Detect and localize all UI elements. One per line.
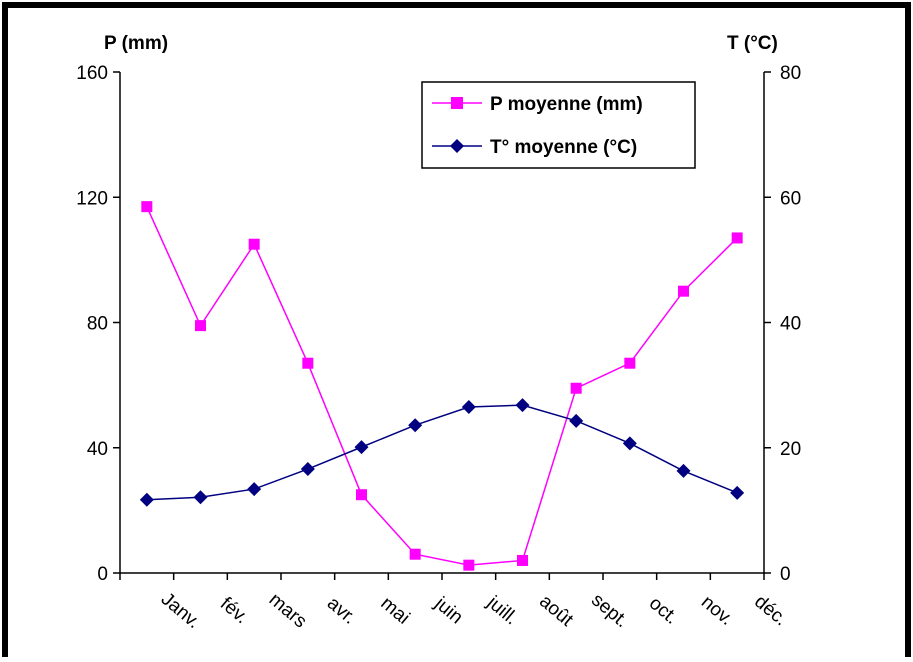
month-label: sept.	[587, 590, 632, 633]
data-point-t	[139, 492, 154, 507]
month-label: juill.	[482, 592, 521, 630]
month-labels: Janv. fév. mars avr. mai juin juill. août sept. o…	[157, 589, 791, 633]
data-point-t	[730, 485, 745, 500]
right-axis-ticks: 0 20 40 60 80	[764, 63, 801, 585]
data-point-t	[247, 482, 262, 497]
legend-t-label: T° moyenne (°C)	[490, 137, 637, 158]
right-tick-label: 0	[780, 564, 791, 585]
month-label: Janv.	[157, 589, 204, 633]
left-tick-label: 120	[76, 188, 108, 209]
data-point-t	[408, 418, 423, 433]
left-tick-label: 40	[87, 439, 108, 460]
month-label: juin	[430, 593, 467, 629]
data-point-t	[676, 463, 691, 478]
data-point-t	[622, 436, 637, 451]
series-layer	[139, 201, 745, 571]
right-tick-label: 20	[780, 439, 801, 460]
data-point-p	[624, 357, 636, 369]
data-point-t	[515, 398, 530, 413]
data-point-p	[731, 232, 743, 244]
data-point-t	[461, 400, 476, 415]
month-label: mai	[377, 593, 414, 629]
data-point-p	[570, 382, 582, 394]
data-point-p	[517, 554, 528, 566]
right-tick-label: 40	[780, 314, 801, 335]
month-label: oct.	[645, 593, 682, 629]
data-point-p	[248, 238, 260, 250]
data-point-p	[463, 559, 475, 571]
x-axis-ticks	[119, 573, 765, 580]
data-point-t	[300, 462, 315, 477]
legend-box	[421, 81, 696, 169]
month-label: mars	[265, 589, 311, 632]
data-point-p	[195, 320, 206, 332]
month-label: déc.	[750, 591, 791, 630]
left-tick-label: 0	[97, 564, 108, 585]
legend-t-marker	[450, 139, 464, 153]
left-axis-ticks: 0 40 80 120 160	[76, 63, 120, 585]
month-label: août	[535, 591, 577, 631]
right-tick-label: 60	[780, 188, 801, 209]
legend-p-label: P moyenne (mm)	[490, 94, 643, 115]
series-line-1	[146, 404, 738, 501]
data-point-p	[141, 201, 153, 213]
left-tick-label: 80	[87, 314, 108, 335]
data-point-p	[409, 548, 421, 560]
month-label: fév.	[216, 593, 252, 628]
legend: P moyenne (mm) T° moyenne (°C)	[421, 81, 696, 169]
right-tick-label: 80	[780, 63, 801, 84]
data-point-p	[356, 489, 367, 501]
data-point-p	[678, 285, 689, 297]
data-point-t	[569, 413, 584, 428]
month-label: nov.	[697, 592, 737, 630]
data-point-p	[302, 357, 314, 369]
data-point-t	[354, 440, 369, 455]
left-axis-title: P (mm)	[104, 33, 168, 54]
month-label: avr.	[323, 593, 360, 629]
legend-p-marker	[451, 97, 463, 109]
left-tick-label: 160	[76, 63, 108, 84]
series-line-0	[146, 206, 738, 566]
data-point-t	[193, 490, 208, 505]
right-axis-title: T (°C)	[727, 33, 778, 54]
